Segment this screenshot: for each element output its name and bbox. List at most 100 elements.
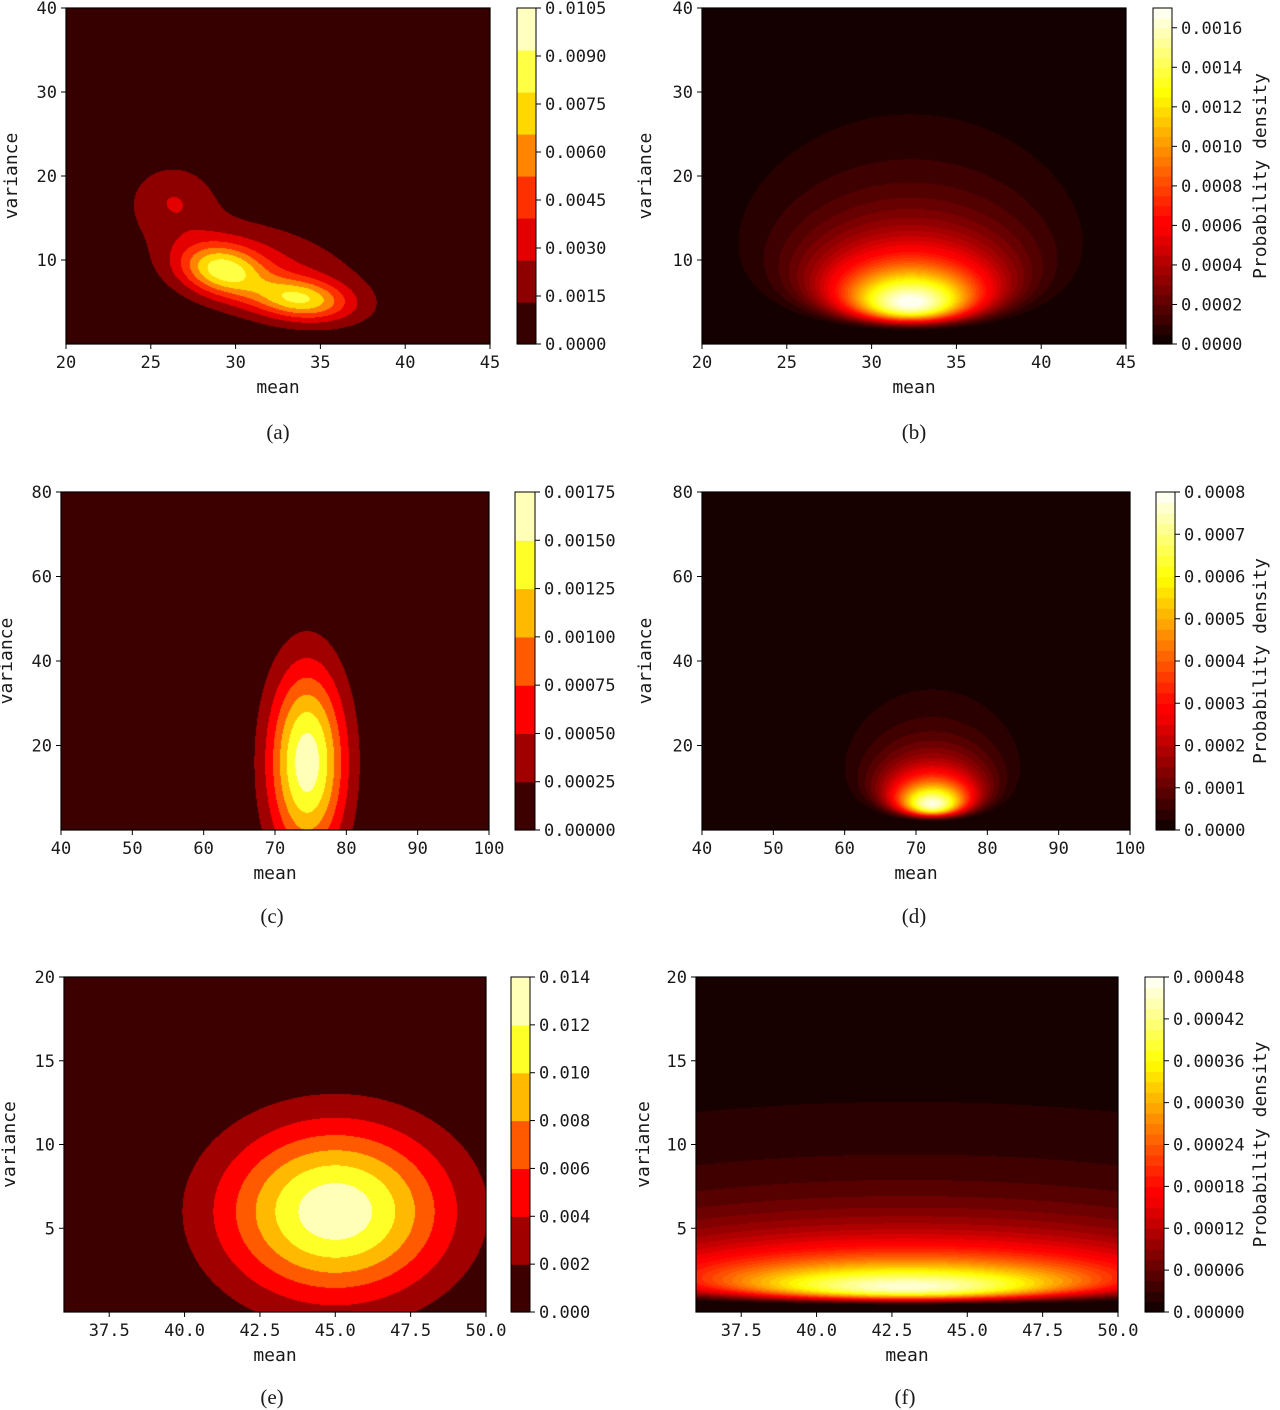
y-tick-label: 20: [37, 167, 57, 187]
colorbar-level: [1156, 724, 1175, 736]
colorbar-level: [1153, 235, 1172, 246]
x-tick-label: 25: [141, 353, 161, 373]
colorbar-level: [1145, 1123, 1164, 1135]
colorbar-level: [1153, 96, 1172, 108]
x-tick-label: 20: [56, 353, 76, 373]
colorbar-level: [515, 636, 535, 686]
colorbar-tick-label: 0.00050: [544, 724, 616, 744]
colorbar-level: [1145, 1008, 1164, 1020]
colorbar-level: [1156, 703, 1175, 715]
colorbar-frame: [514, 491, 536, 831]
colorbar-tick-label: 0.00000: [544, 821, 616, 841]
x-tick-label: 90: [1048, 839, 1068, 859]
colorbar-level: [1156, 492, 1175, 504]
colorbar-level: [1153, 27, 1172, 39]
colorbar-level: [1153, 156, 1172, 167]
colorbar-level: [1156, 534, 1175, 546]
colorbar-level: [1145, 1175, 1164, 1187]
x-tick-label: 70: [906, 839, 926, 859]
colorbar-level: [1153, 195, 1172, 207]
colorbar-level: [1145, 1270, 1164, 1282]
colorbar-level: [1145, 1186, 1164, 1198]
y-tick-label: 10: [37, 251, 57, 271]
x-tick-label: 50: [122, 839, 142, 859]
y-axis-label: variance: [633, 1101, 654, 1188]
colorbar-level: [1153, 77, 1172, 88]
colorbar-c: 0.00000 0.00025 0.00050 0.00075 0.00100 0.001…: [514, 483, 616, 841]
x-tick-label: 50.0: [466, 1321, 507, 1341]
colorbar-level: [517, 50, 536, 93]
panel-caption: (c): [260, 904, 283, 928]
x-tick-label: 60: [834, 839, 854, 859]
colorbar-level: [1153, 185, 1172, 197]
colorbar-level: [1156, 629, 1175, 641]
x-tick-label: 40: [1031, 353, 1051, 373]
colorbar-level: [517, 176, 536, 219]
colorbar-level: [511, 1120, 530, 1170]
colorbar-level: [511, 1024, 530, 1074]
colorbar-frame: [1152, 7, 1173, 345]
colorbar-f: 0.00000 0.00006 0.00012 0.00018 0.00024 0.000…: [1144, 968, 1271, 1323]
colorbar-level: [1156, 523, 1175, 535]
colorbar-level: [1145, 1060, 1164, 1072]
colorbar-level: [1145, 1280, 1164, 1292]
colorbar-frame: [510, 976, 531, 1313]
x-tick-label: 47.5: [1022, 1321, 1063, 1341]
density-field-b: [702, 8, 1126, 344]
colorbar-level: [517, 302, 536, 345]
colorbar-level: [517, 260, 536, 303]
density-field-f: [696, 977, 1118, 1312]
colorbar-tick-label: 0.0014: [1181, 58, 1242, 78]
y-tick-label: 20: [35, 968, 55, 988]
colorbar-tick-label: 0.008: [539, 1112, 590, 1132]
colorbar-level: [1145, 1018, 1164, 1030]
density-field-a: [66, 8, 490, 344]
x-tick-label: 20: [692, 353, 712, 373]
x-tick-label: 80: [977, 839, 997, 859]
x-tick-label: 35: [310, 353, 330, 373]
x-tick-label: 42.5: [871, 1321, 912, 1341]
colorbar-level: [515, 781, 535, 831]
panel-a: 20 25 30 35 40 4510203040meanvariance0.00000.…: [1, 0, 606, 444]
colorbar-level: [1153, 17, 1172, 29]
colorbar-tick-label: 0.00036: [1173, 1052, 1245, 1072]
colorbar-e: 0.000 0.002 0.004 0.006 0.008 0.010 0.012 0.014: [510, 968, 590, 1323]
y-tick-label: 60: [673, 568, 693, 588]
colorbar-tick-label: 0.0000: [1184, 821, 1245, 841]
colorbar-level: [1145, 1165, 1164, 1177]
density-field-e: [64, 977, 486, 1312]
panel-caption: (d): [902, 904, 927, 928]
x-tick-label: 45.0: [947, 1321, 988, 1341]
colorbar-level: [511, 1168, 530, 1217]
colorbar-level: [1153, 245, 1172, 256]
colorbar-level: [515, 733, 535, 783]
colorbar-level: [1153, 136, 1172, 147]
colorbar-level: [515, 588, 535, 638]
colorbar-tick-label: 0.0006: [1181, 216, 1242, 236]
colorbar-level: [1156, 544, 1175, 556]
colorbar-level: [1145, 1291, 1164, 1303]
colorbar-level: [1145, 1029, 1164, 1041]
colorbar-tick-label: 0.00018: [1173, 1177, 1245, 1197]
colorbar-d: 0.0000 0.0001 0.0002 0.0003 0.0004 0.0005 0.00…: [1155, 483, 1271, 841]
x-axis-label: mean: [256, 377, 299, 398]
y-tick-label: 40: [32, 652, 52, 672]
colorbar-tick-label: 0.000: [539, 1303, 590, 1323]
colorbar-tick-label: 0.00006: [1173, 1261, 1245, 1281]
x-tick-label: 25: [777, 353, 797, 373]
colorbar-level: [1156, 661, 1175, 673]
colorbar-level: [1156, 766, 1175, 778]
y-tick-label: 20: [32, 737, 52, 757]
colorbar-level: [1145, 1092, 1164, 1104]
colorbar-tick-label: 0.00125: [544, 580, 616, 600]
panel-e: 37.5 40.0 42.5 45.0 47.5 50.0 5 10 15 20 mean varia…: [0, 968, 590, 1409]
x-axis-label: mean: [885, 1345, 928, 1366]
colorbar-level: [1156, 808, 1175, 821]
colorbar-level: [1156, 671, 1175, 683]
colorbar-level: [1153, 294, 1172, 306]
colorbar-level: [1145, 1071, 1164, 1083]
colorbar-level: [1153, 8, 1172, 19]
x-tick-label: 50: [763, 839, 783, 859]
colorbar-tick-label: 0.0015: [545, 287, 606, 307]
x-tick-label: 45: [1116, 353, 1136, 373]
